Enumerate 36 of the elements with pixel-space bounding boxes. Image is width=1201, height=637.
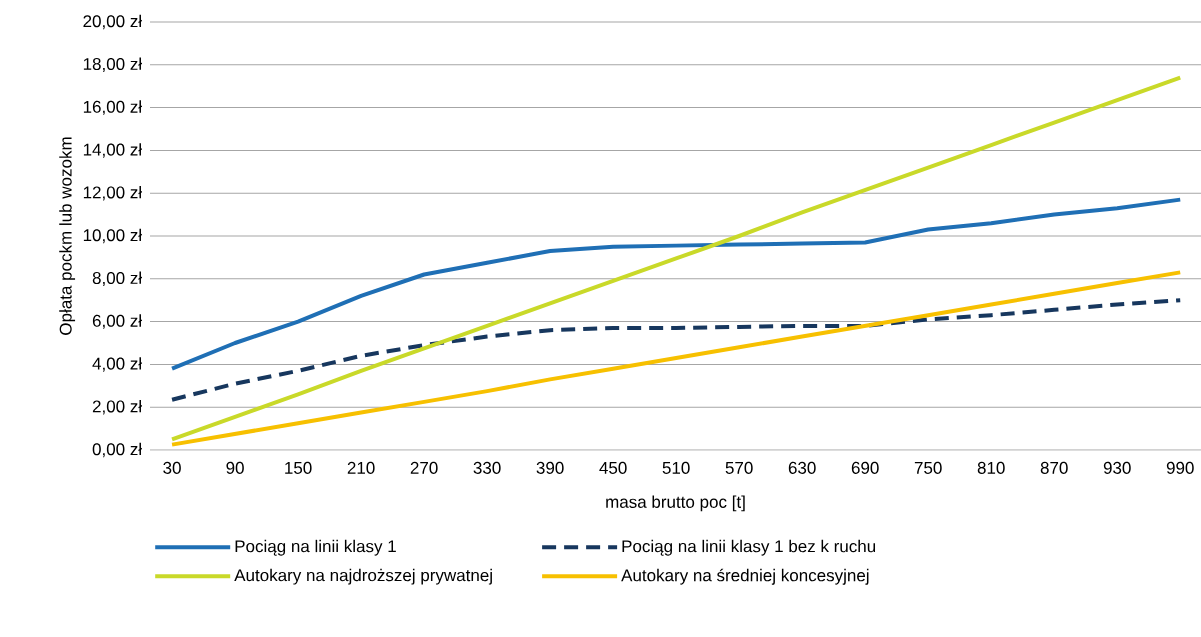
legend-label: Autokary na średniej koncesyjnej [621,568,869,585]
legend-label: Pociąg na linii klasy 1 [235,539,396,556]
y-tick-label: 0,00 zł [92,442,143,458]
x-tick-label: 570 [725,461,753,474]
y-tick-label: 10,00 zł [83,228,143,244]
x-tick-label: 390 [536,461,564,474]
x-tick-label: 630 [788,461,816,474]
x-tick-label: 870 [1040,461,1068,474]
x-tick-label: 810 [977,461,1005,474]
x-tick-label: 750 [914,461,942,474]
y-tick-label: 16,00 zł [83,100,143,115]
legend-label: Autokary na najdroższej prywatnej [234,568,492,585]
y-tick-label: 18,00 zł [83,57,143,73]
x-tick-label: 30 [163,461,181,474]
line-series [170,298,1183,402]
x-axis-title: masa brutto poc [t] [606,495,745,512]
x-tick-label: 990 [1166,461,1194,474]
x-tick-label: 330 [473,461,501,474]
y-axis-title: Opłata pockm lub wozokm [59,137,76,335]
legend-label: Pociąg na linii klasy 1 bez k ruchu [622,539,876,556]
x-tick-label: 450 [599,461,627,474]
x-tick-label: 90 [226,461,244,474]
y-tick-label: 14,00 zł [83,143,143,158]
x-tick-label: 210 [347,461,375,474]
x-tick-label: 510 [662,461,690,474]
line-series [170,197,1183,371]
y-tick-label: 12,00 zł [83,185,143,201]
y-tick-label: 2,00 zł [92,399,143,415]
y-tick-label: 6,00 zł [92,314,143,329]
x-tick-label: 270 [410,461,438,474]
x-tick-label: 690 [851,461,879,474]
x-tick-label: 930 [1103,461,1131,474]
y-tick-label: 4,00 zł [92,357,143,372]
x-tick-label: 150 [285,461,312,474]
y-tick-label: 20,00 zł [83,14,143,30]
y-tick-label: 8,00 zł [92,271,143,287]
